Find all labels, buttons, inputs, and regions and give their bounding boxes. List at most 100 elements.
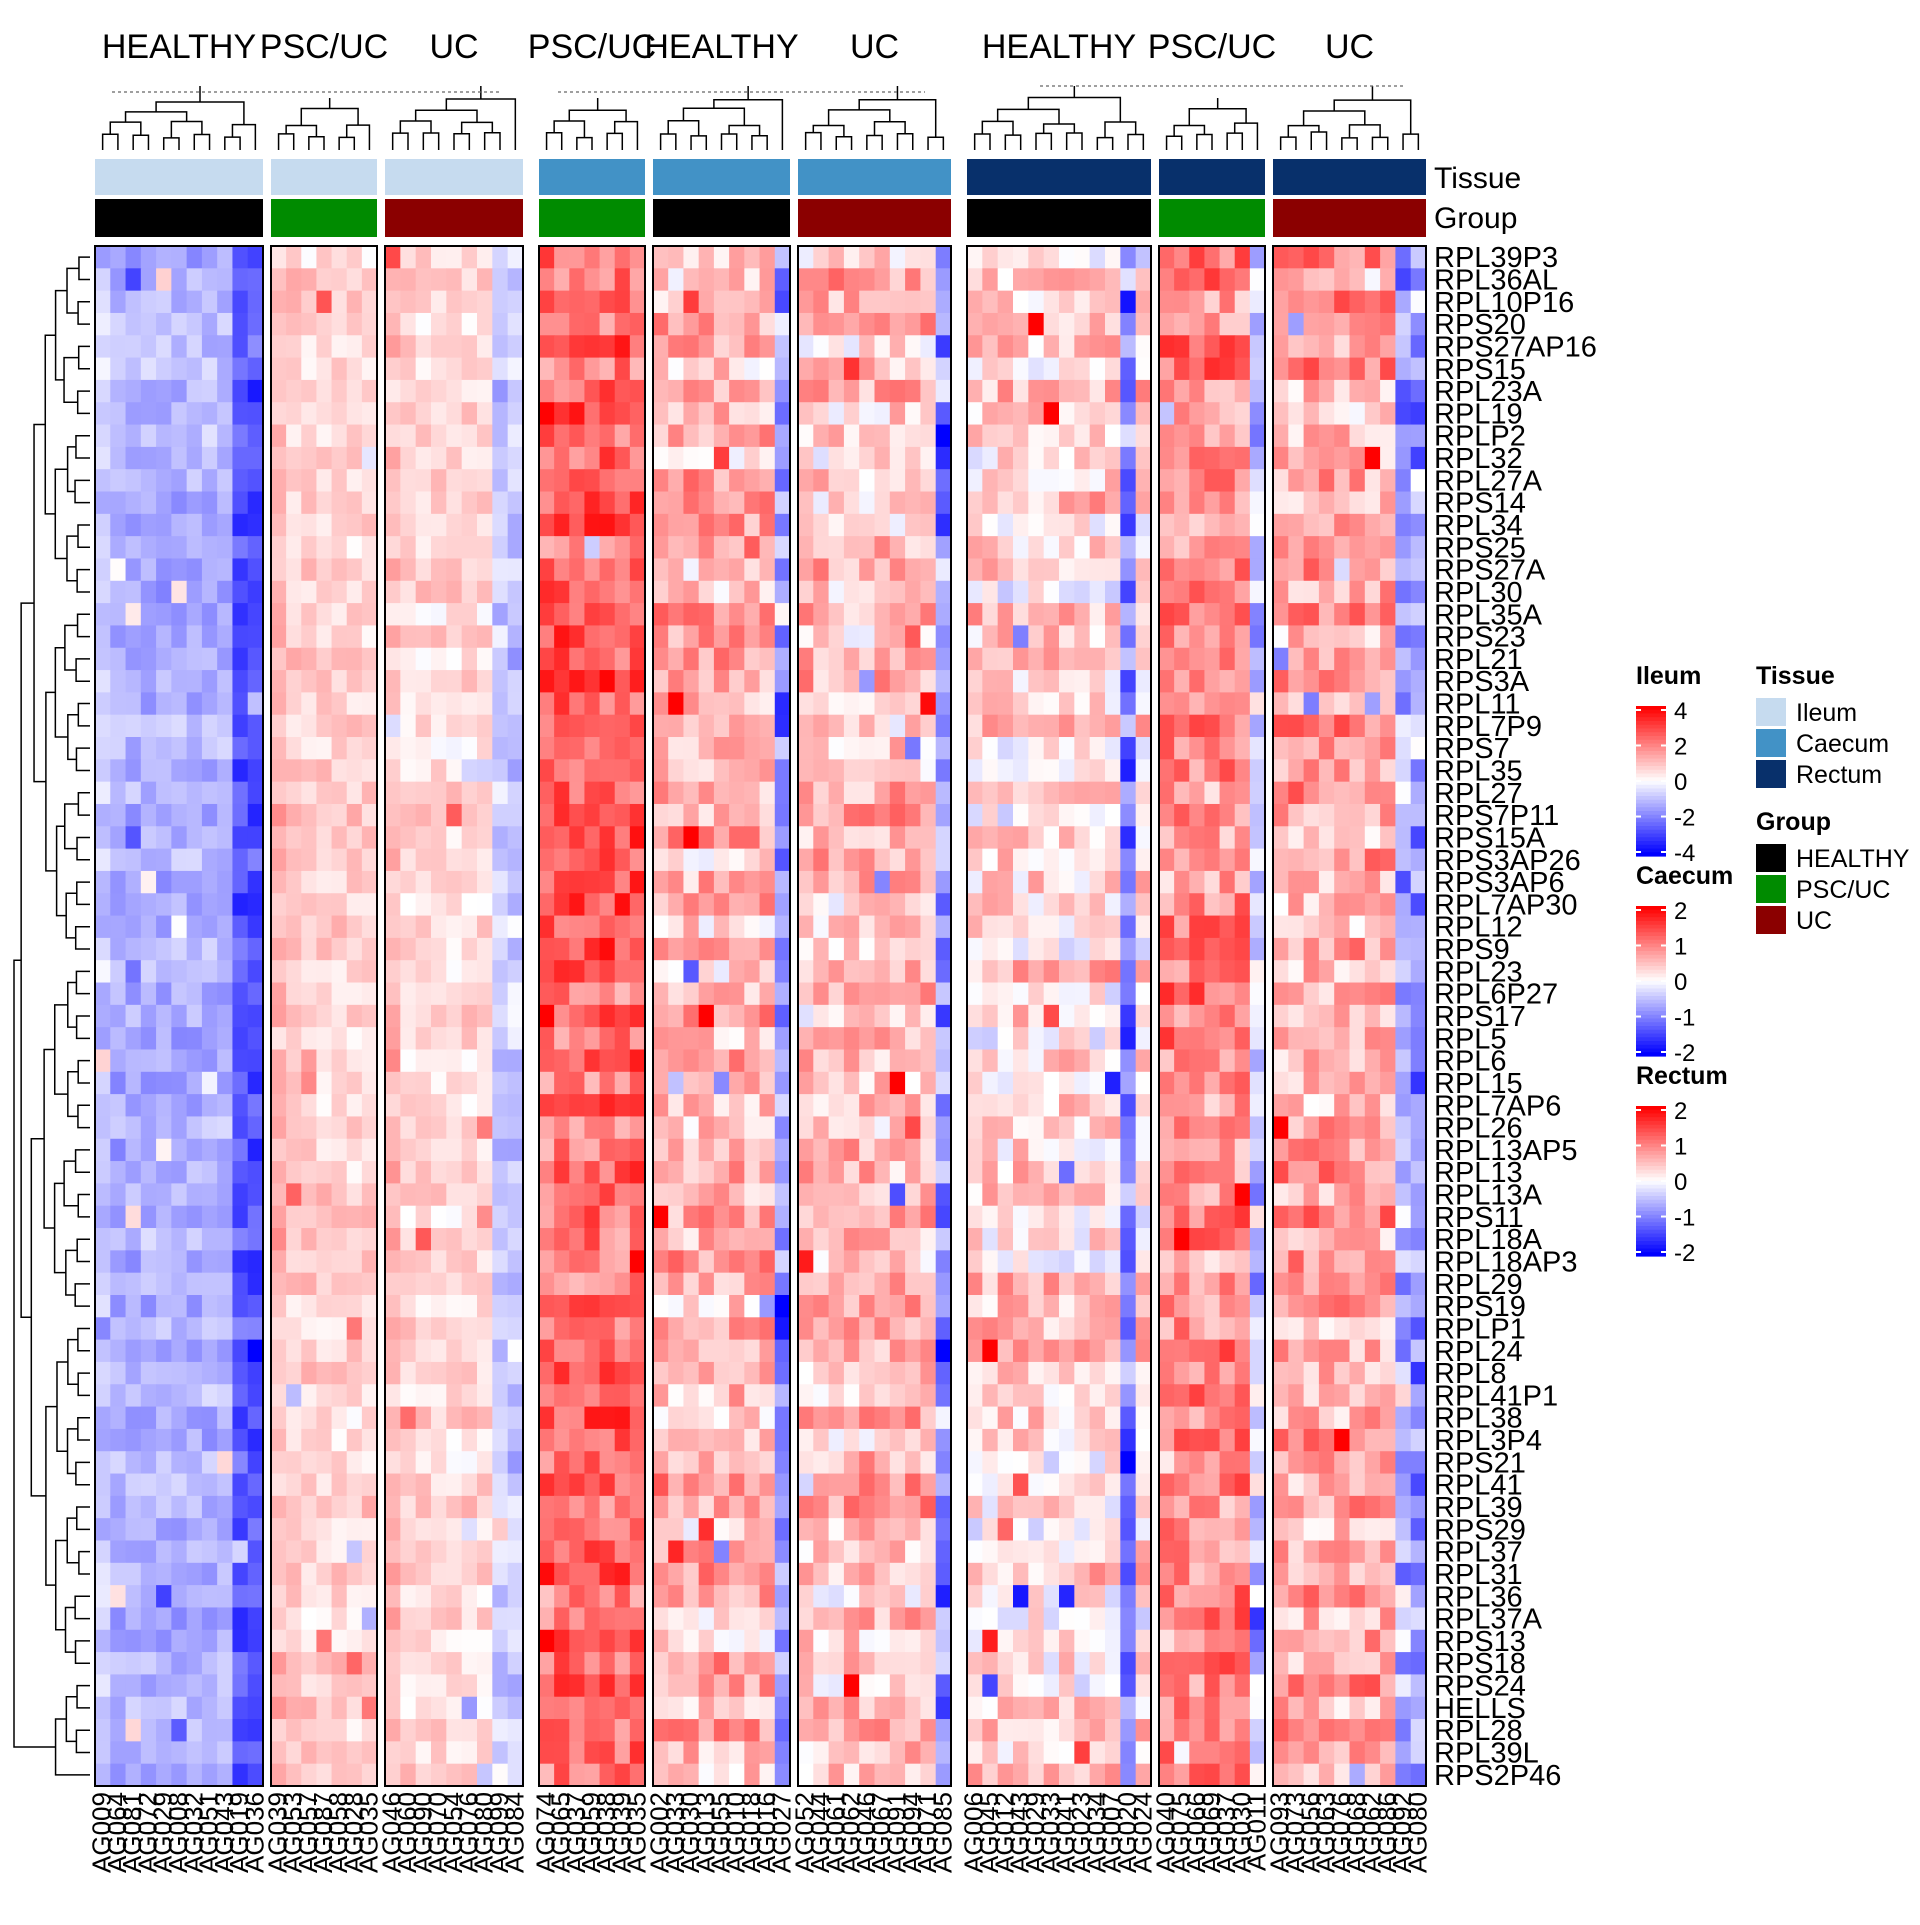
heatmap-cell xyxy=(141,1474,157,1497)
heatmap-cell xyxy=(95,1719,111,1742)
heatmap-cell xyxy=(600,246,616,269)
heatmap-cell xyxy=(400,1228,416,1251)
heatmap-cell xyxy=(1159,826,1175,849)
heatmap-cell xyxy=(271,1652,287,1675)
heatmap-cell xyxy=(508,1607,524,1630)
heatmap-cell xyxy=(286,782,302,805)
heatmap-cell xyxy=(156,1697,172,1720)
heatmap-cell xyxy=(1136,871,1152,894)
heatmap-cell xyxy=(301,425,317,448)
heatmap-cell xyxy=(668,1228,684,1251)
heatmap-cell xyxy=(1013,581,1029,604)
heatmap-cell xyxy=(539,871,555,894)
column-dendrogram xyxy=(661,86,783,150)
heatmap-cell xyxy=(653,1429,669,1452)
heatmap-cell xyxy=(492,246,508,269)
heatmap-cell xyxy=(982,380,998,403)
heatmap-cell xyxy=(714,804,730,827)
heatmap-cell xyxy=(813,983,829,1006)
heatmap-cell xyxy=(477,1295,493,1318)
heatmap-cell xyxy=(829,871,845,894)
heatmap-cell xyxy=(347,1072,363,1095)
heatmap-cell xyxy=(232,1161,248,1184)
heatmap-cell xyxy=(844,514,860,537)
heatmap-cell xyxy=(431,1741,447,1764)
heatmap-cell xyxy=(905,826,921,849)
heatmap-cell xyxy=(1250,402,1266,425)
heatmap-cell xyxy=(462,1072,478,1095)
heatmap-cell xyxy=(813,335,829,358)
heatmap-cell xyxy=(187,1362,203,1385)
heatmap-cell xyxy=(271,1764,287,1787)
heatmap-cell xyxy=(400,1607,416,1630)
heatmap-cell xyxy=(492,1250,508,1273)
heatmap-cell xyxy=(462,335,478,358)
heatmap-cell xyxy=(1220,425,1236,448)
heatmap-cell xyxy=(416,1049,432,1072)
heatmap-cell xyxy=(1059,402,1075,425)
heatmap-cell xyxy=(126,1741,142,1764)
heatmap-cell xyxy=(508,1652,524,1675)
heatmap-cell xyxy=(1120,938,1136,961)
heatmap-cell xyxy=(171,1540,187,1563)
heatmap-cell xyxy=(431,1228,447,1251)
heatmap-cell xyxy=(217,1295,233,1318)
heatmap-cell xyxy=(332,1005,348,1028)
heatmap-cell xyxy=(775,648,791,671)
heatmap-cell xyxy=(584,826,600,849)
heatmap-cell xyxy=(539,1027,555,1050)
heatmap-cell xyxy=(668,1183,684,1206)
heatmap-cell xyxy=(554,447,570,470)
heatmap-cell xyxy=(301,960,317,983)
heatmap-cell xyxy=(653,648,669,671)
heatmap-cell xyxy=(141,1116,157,1139)
heatmap-cell xyxy=(217,469,233,492)
heatmap-cell xyxy=(156,1540,172,1563)
heatmap-cell xyxy=(539,1317,555,1340)
heatmap-cell xyxy=(477,938,493,961)
heatmap-cell xyxy=(446,1719,462,1742)
heatmap-cell xyxy=(1189,648,1205,671)
heatmap-cell xyxy=(1250,871,1266,894)
heatmap-cell xyxy=(920,581,936,604)
heatmap-cell xyxy=(110,492,126,515)
heatmap-cell xyxy=(844,715,860,738)
heatmap-cell xyxy=(829,1474,845,1497)
heatmap-cell xyxy=(1059,425,1075,448)
heatmap-cell xyxy=(171,1384,187,1407)
heatmap-cell xyxy=(1189,558,1205,581)
heatmap-cell xyxy=(967,1585,983,1608)
heatmap-cell xyxy=(744,1027,760,1050)
heatmap-cell xyxy=(744,358,760,381)
heatmap-cell xyxy=(813,737,829,760)
heatmap-cell xyxy=(875,1697,891,1720)
heatmap-cell xyxy=(1159,246,1175,269)
heatmap-cell xyxy=(431,558,447,581)
heatmap-cell xyxy=(431,1005,447,1028)
heatmap-cell xyxy=(217,514,233,537)
heatmap-cell xyxy=(729,737,745,760)
heatmap-cell xyxy=(110,648,126,671)
heatmap-cell xyxy=(813,1362,829,1385)
heatmap-cell xyxy=(141,335,157,358)
heatmap-cell xyxy=(890,402,906,425)
heatmap-cell xyxy=(668,1741,684,1764)
heatmap-cell xyxy=(400,1518,416,1541)
heatmap-cell xyxy=(385,1072,401,1095)
heatmap-cell xyxy=(982,782,998,805)
heatmap-cell xyxy=(775,1049,791,1072)
heatmap-cell xyxy=(539,737,555,760)
heatmap-cell xyxy=(653,1116,669,1139)
heatmap-cell xyxy=(141,1161,157,1184)
column-dendrogram xyxy=(279,98,370,150)
heatmap-cell xyxy=(95,1094,111,1117)
heatmap-cell xyxy=(248,1697,264,1720)
heatmap-cell xyxy=(744,425,760,448)
heatmap-cell xyxy=(362,291,378,314)
heatmap-cell xyxy=(998,1540,1014,1563)
heatmap-cell xyxy=(653,1206,669,1229)
heatmap-cell xyxy=(668,402,684,425)
heatmap-cell xyxy=(798,1518,814,1541)
heatmap-cell xyxy=(683,849,699,872)
dendrogram-branch xyxy=(928,137,943,150)
